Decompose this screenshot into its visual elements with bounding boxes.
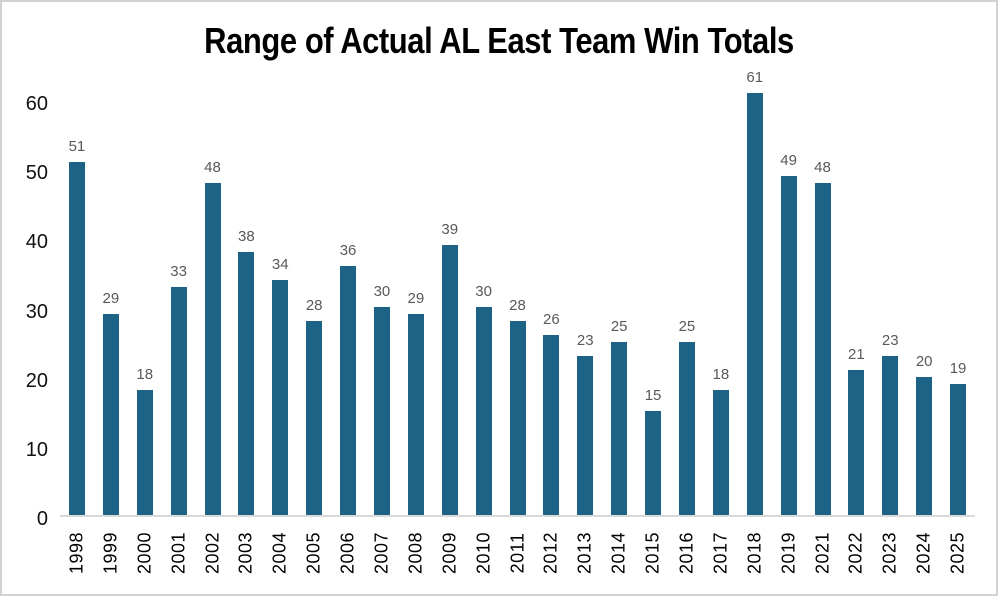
bar [509,321,526,515]
x-tick-label: 2010 [473,531,494,575]
x-tick-label: 2013 [574,531,595,575]
bar-value-label: 38 [238,228,255,245]
bar [882,356,899,515]
x-tick-label: 2021 [812,531,832,575]
bar [204,183,221,515]
bar-value-label: 30 [475,283,492,300]
y-tick-label: 30 [25,300,48,323]
bar [814,183,831,515]
x-tick-label: 2016 [676,531,697,575]
bar [407,314,424,515]
bar [340,266,357,515]
x-tick-label: 2023 [879,531,900,575]
bar-value-label: 48 [204,159,221,176]
x-tick-label: 2003 [235,531,256,575]
bar [306,321,323,515]
bar [780,176,797,515]
bar-value-label: 33 [170,263,187,280]
bar [611,342,628,515]
bar-value-label: 39 [441,221,459,238]
bar-value-label: 25 [610,318,628,335]
x-tick-label: 2005 [303,531,324,575]
bar-value-label: 29 [102,290,120,307]
bar [102,314,119,515]
y-tick-label: 40 [25,231,48,254]
bar-value-label: 23 [576,332,594,349]
bar-value-label: 26 [543,311,560,328]
x-tick-label: 2014 [608,531,629,575]
bar-value-label: 20 [915,353,933,370]
bar [950,384,967,515]
bar-value-label: 48 [814,159,831,176]
bar [68,162,85,515]
bar-value-label: 34 [271,256,289,273]
bar [543,335,560,515]
bar-value-label: 19 [949,360,967,377]
bar [373,307,390,515]
x-tick-label: 2018 [744,531,765,575]
bar [916,377,933,515]
bar [678,342,695,515]
bar-value-label: 18 [136,366,154,383]
bar-value-label: 51 [68,138,86,155]
x-tick-label: 2009 [439,531,460,575]
x-tick-label: 2007 [371,531,392,575]
x-tick-label: 2011 [507,532,527,574]
bar-value-label: 28 [305,297,323,314]
bar-value-label: 28 [509,297,526,314]
y-tick-label: 10 [25,438,48,461]
bar [170,287,187,515]
bar-value-label: 23 [881,332,899,349]
x-tick-label: 1998 [66,531,87,575]
x-tick-label: 2008 [405,531,426,575]
x-tick-label: 2015 [642,531,663,575]
x-axis-labels: 1998 1999 2000 2001 2002 2003 2004 2005 2006 2007… [60,519,975,594]
bar-value-label: 61 [746,69,764,86]
bar [645,411,662,515]
bar [441,245,458,515]
bar [238,252,255,515]
bar-value-label: 18 [712,366,730,383]
x-tick-label: 2006 [337,531,358,575]
bar [712,390,729,515]
x-tick-label: 2022 [845,531,866,575]
bar [848,370,865,515]
x-tick-label: 2025 [947,531,968,575]
bar [577,356,594,515]
x-tick-label: 2012 [540,531,561,575]
bar [272,280,289,515]
x-tick-label: 2000 [134,531,155,575]
x-tick-label: 2004 [269,531,290,575]
x-axis-line [60,515,975,517]
y-tick-label: 20 [25,369,48,392]
bar-value-label: 36 [339,242,357,259]
x-tick-label: 2019 [778,531,799,575]
bar-value-label: 30 [373,283,391,300]
bar [136,390,153,515]
x-tick-label: 1999 [100,531,121,575]
bar-value-label: 25 [678,318,696,335]
x-tick-label: 2001 [168,531,189,575]
y-tick-label: 50 [25,162,48,185]
x-tick-label: 2002 [202,531,222,575]
bar [475,307,492,515]
bar [746,93,763,515]
bar-value-label: 49 [780,152,797,169]
bar-value-label: 15 [644,387,662,404]
chart-title: Range of Actual AL East Team Win Totals [204,20,794,61]
y-tick-label: 60 [25,93,48,115]
y-axis: 0 10 20 30 40 50 60 [2,2,52,594]
x-tick-label: 2024 [913,531,934,575]
plot-area: 51 29 18 33 48 38 34 28 36 30 29 39 30 28 26 23 25 15 25 18… [60,70,975,517]
y-tick-label: 0 [36,508,48,530]
bar-value-label: 29 [407,290,425,307]
bar-value-label: 21 [848,346,865,363]
x-tick-label: 2017 [710,531,731,575]
